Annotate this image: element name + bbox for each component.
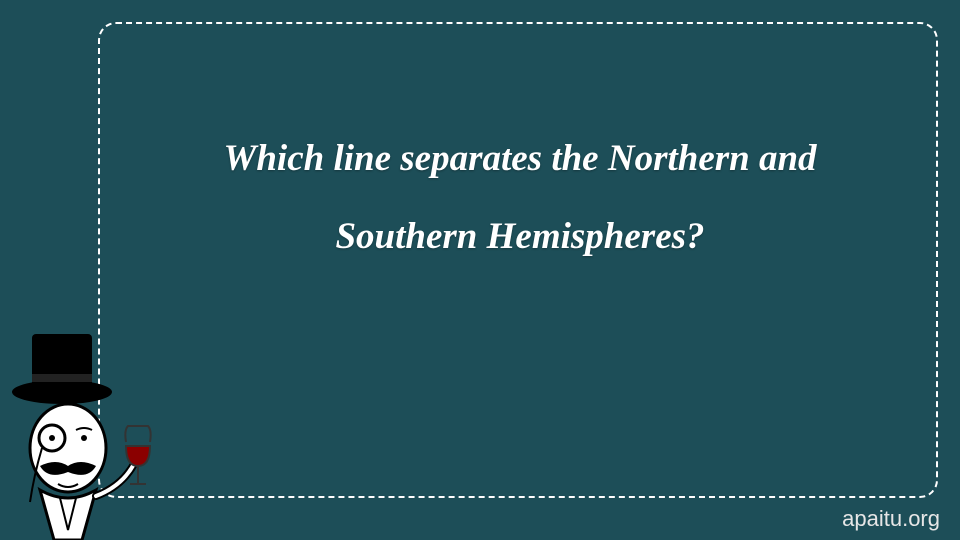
watermark-text: apaitu.org xyxy=(842,506,940,532)
gentleman-meme-icon xyxy=(0,330,160,540)
question-text: Which line separates the Northern and So… xyxy=(150,120,890,275)
